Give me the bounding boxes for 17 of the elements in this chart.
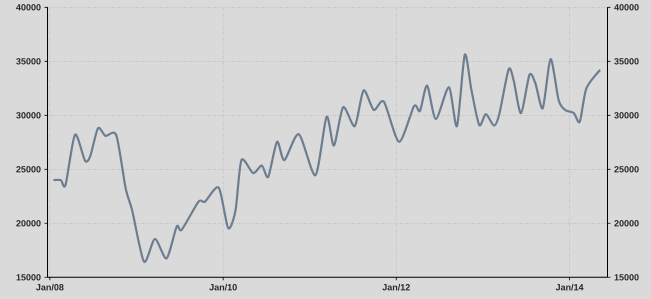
x-tick-label: Jan/14 [556, 284, 584, 291]
line-series [52, 54, 602, 263]
y-tick-label: 20000 [16, 220, 41, 226]
y-tick-label: 35000 [16, 58, 41, 64]
y2-tick-label: 35000 [614, 58, 639, 64]
y-tick-label: 40000 [16, 4, 41, 10]
x-tick-label: Jan/12 [382, 284, 410, 291]
y-tick-label: 30000 [16, 112, 41, 118]
y2-tick-label: 40000 [614, 4, 639, 10]
y2-tick-label: 25000 [614, 166, 639, 172]
y2-tick-label: 30000 [614, 112, 639, 118]
y-tick-label: 25000 [16, 166, 41, 172]
y2-tick-label: 15000 [614, 274, 639, 280]
x-tick-label: Jan/08 [36, 284, 64, 291]
y2-tick-label: 20000 [614, 220, 639, 226]
x-tick-label: Jan/10 [209, 284, 237, 291]
y-tick-label: 15000 [16, 274, 41, 280]
